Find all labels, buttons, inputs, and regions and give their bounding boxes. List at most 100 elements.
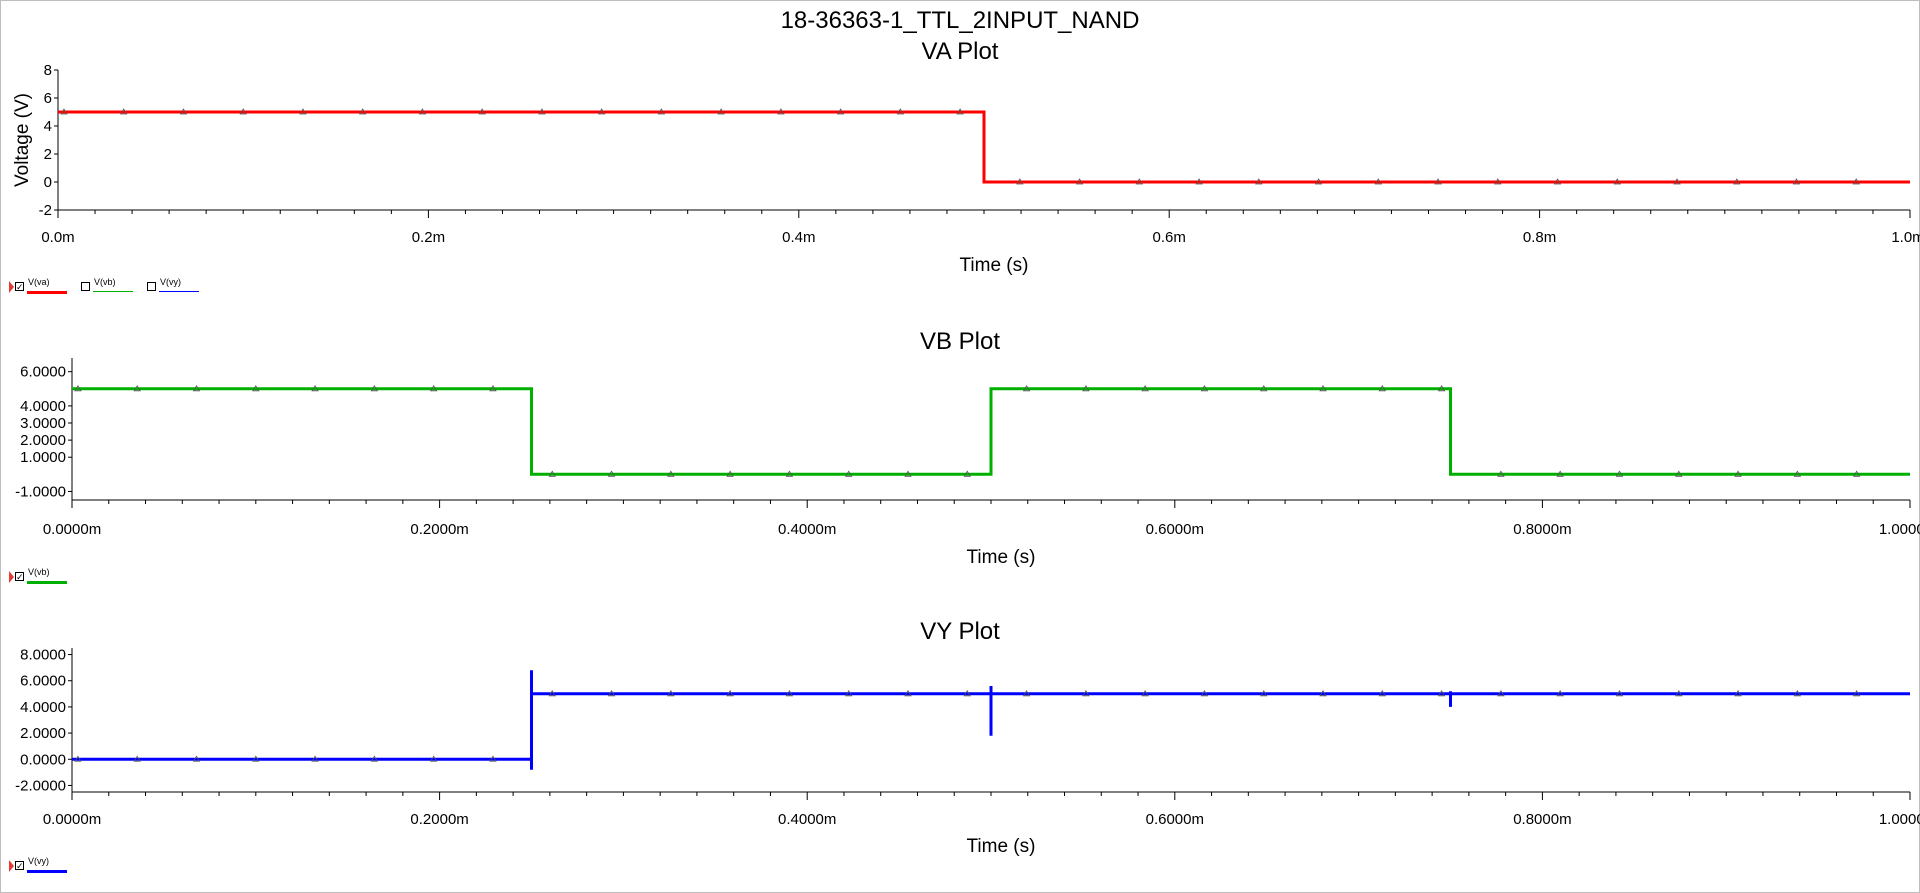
- legend-swatch: [27, 291, 67, 294]
- y-tick-label: 6.0000: [20, 673, 66, 690]
- sample-marker: [370, 385, 379, 392]
- y-tick-label: 6: [44, 90, 52, 107]
- sample-marker: [1195, 178, 1203, 185]
- active-plot-marker: [9, 860, 14, 872]
- sample-marker: [1260, 690, 1268, 697]
- sample-marker: [1556, 470, 1564, 477]
- legend-checkbox[interactable]: ✓: [15, 572, 24, 582]
- x-tick-label: 0.2000m: [410, 521, 468, 538]
- sample-marker: [667, 690, 675, 697]
- sample-marker: [489, 755, 497, 762]
- sample-marker: [726, 690, 734, 697]
- sample-marker: [1613, 178, 1621, 185]
- sample-marker: [1016, 178, 1024, 185]
- sample-marker: [74, 755, 82, 762]
- sample-marker: [726, 470, 734, 477]
- x-tick-label: 0.0000m: [43, 811, 101, 828]
- sample-marker: [1378, 385, 1387, 392]
- sample-marker: [60, 108, 68, 115]
- y-tick-label: 0.0000: [20, 751, 66, 768]
- series-line-V(va): [58, 110, 1910, 184]
- sample-marker: [1675, 470, 1683, 477]
- plot-title: VY Plot: [920, 618, 1000, 645]
- x-tick-label: 0.8000m: [1513, 811, 1571, 828]
- sample-marker: [1673, 178, 1681, 185]
- sample-marker: [1200, 385, 1209, 392]
- sample-marker: [896, 108, 905, 115]
- sample-marker: [1378, 690, 1387, 697]
- plot-3: VY Plot -2.0000 0.0000 2.0000 4.0000 6.0000 8.…: [15, 618, 1920, 857]
- y-tick-label: -2: [39, 202, 52, 219]
- x-tick-label: 0.0m: [41, 229, 74, 246]
- sample-marker: [311, 755, 319, 762]
- series-line-V(vy): [72, 670, 1910, 770]
- sample-marker: [1437, 385, 1446, 392]
- x-tick-label: 1.0000m: [1879, 521, 1920, 538]
- active-plot-marker: [9, 571, 14, 583]
- sample-marker: [1793, 690, 1802, 697]
- sample-marker: [1082, 690, 1090, 697]
- sample-marker: [963, 690, 971, 697]
- sample-marker: [836, 108, 845, 115]
- sample-marker: [963, 470, 971, 477]
- sample-marker: [120, 108, 128, 115]
- sample-marker: [1733, 178, 1741, 185]
- sample-marker: [607, 690, 616, 697]
- sample-marker: [1200, 690, 1209, 697]
- legend-swatch: [93, 291, 133, 292]
- x-tick-label: 0.2000m: [410, 811, 468, 828]
- y-tick-label: 4.0000: [20, 398, 66, 415]
- x-tick-label: 1.0m: [1891, 229, 1920, 246]
- x-tick-label: 0.6000m: [1146, 811, 1204, 828]
- y-tick-label: 8.0000: [20, 647, 66, 664]
- x-tick-label: 0.4000m: [778, 811, 836, 828]
- legend-checkbox[interactable]: [147, 282, 156, 291]
- x-tick-label: 0.8000m: [1513, 521, 1571, 538]
- x-tick-label: 1.0000m: [1879, 811, 1920, 828]
- plot-title: VA Plot: [922, 38, 999, 65]
- sample-marker: [667, 470, 675, 477]
- sample-marker: [192, 755, 201, 762]
- sample-marker: [1260, 385, 1268, 392]
- legend-checkbox[interactable]: ✓: [15, 861, 24, 871]
- sample-marker: [1852, 470, 1861, 477]
- x-axis-label: Time (s): [960, 255, 1029, 276]
- y-tick-label: 2.0000: [20, 725, 66, 742]
- y-tick-label: 4: [44, 118, 52, 135]
- y-tick-label: 2.0000: [20, 432, 66, 449]
- legend-swatch: [27, 870, 67, 873]
- legend-swatch: [27, 581, 67, 584]
- legend-checkbox[interactable]: ✓: [15, 282, 24, 292]
- sample-marker: [1135, 178, 1144, 185]
- legend-swatch: [159, 291, 199, 292]
- sample-marker: [133, 755, 141, 762]
- plot-1: VA Plot -2 0 2 4 6 8 0.0m 0.2m 0.4m 0.6m 0.8m 1.0m Ti…: [12, 38, 1920, 276]
- sample-marker: [358, 108, 367, 115]
- sample-marker: [429, 385, 438, 392]
- sample-marker: [844, 470, 853, 477]
- sample-marker: [370, 755, 379, 762]
- sample-marker: [538, 108, 546, 115]
- sample-marker: [1497, 690, 1505, 697]
- sample-marker: [252, 385, 260, 392]
- sample-marker: [74, 385, 82, 392]
- sample-marker: [1319, 690, 1327, 697]
- legend-checkbox[interactable]: [81, 282, 90, 291]
- window-title: 18-36363-1_TTL_2INPUT_NAND: [781, 7, 1140, 34]
- y-tick-label: 4.0000: [20, 699, 66, 716]
- sample-marker: [1852, 690, 1861, 697]
- sample-marker: [252, 755, 260, 762]
- x-tick-label: 0.8m: [1523, 229, 1556, 246]
- sample-marker: [1319, 385, 1327, 392]
- sample-marker: [1374, 178, 1383, 185]
- legend-label: V(vy): [160, 277, 181, 287]
- legend-label: V(vy): [28, 856, 49, 866]
- x-axis-label: Time (s): [967, 547, 1036, 568]
- y-tick-label: -1.0000: [15, 483, 66, 500]
- series-line-V(vb): [72, 387, 1910, 476]
- sample-marker: [1793, 470, 1802, 477]
- x-axis-label: Time (s): [967, 836, 1036, 857]
- sample-marker: [1434, 178, 1442, 185]
- plot-title: VB Plot: [920, 328, 1000, 355]
